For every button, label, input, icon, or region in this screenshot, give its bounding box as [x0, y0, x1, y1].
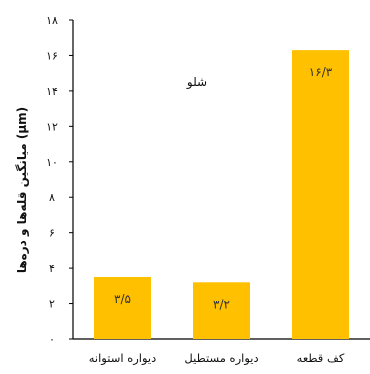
y-tick-label: ۱۴	[46, 85, 58, 98]
y-tick-label: ۸	[49, 191, 55, 204]
bar-value-label: ۳/۲	[213, 297, 230, 311]
bar-value-label: ۱۶/۳	[309, 65, 333, 79]
bar	[193, 282, 250, 339]
bar	[292, 50, 349, 339]
bar	[94, 276, 151, 339]
category-labels: کف قطعه دیواره مستطیل دیواره استوانه	[89, 351, 345, 366]
bars	[94, 50, 349, 339]
y-axis-label: میانگین قله‌ها و دره‌ها (µm)	[15, 107, 30, 273]
y-tick-label: ۱۸	[46, 14, 58, 27]
y-tick-label: ۱۶	[46, 49, 58, 62]
y-ticks: ۰ ۲ ۴ ۶ ۸ ۱۰ ۱۲ ۱۴ ۱۶ ۱۸	[46, 14, 73, 346]
y-tick-label: ۶	[49, 227, 55, 240]
x-tick-label: کف قطعه	[297, 351, 345, 365]
value-labels: ۱۶/۳ ۳/۲ ۳/۵	[114, 65, 333, 311]
bar-value-label: ۳/۵	[114, 292, 131, 306]
y-tick-label: ۴	[49, 262, 55, 275]
x-tick-label: دیواره مستطیل	[184, 351, 258, 366]
y-tick-label: ۰	[49, 333, 55, 346]
chart-annotation: شلو	[186, 75, 207, 90]
y-tick-label: ۲	[49, 298, 55, 311]
y-tick-label: ۱۰	[46, 156, 58, 169]
x-tick-label: دیواره استوانه	[89, 351, 157, 366]
y-tick-label: ۱۲	[46, 120, 58, 133]
